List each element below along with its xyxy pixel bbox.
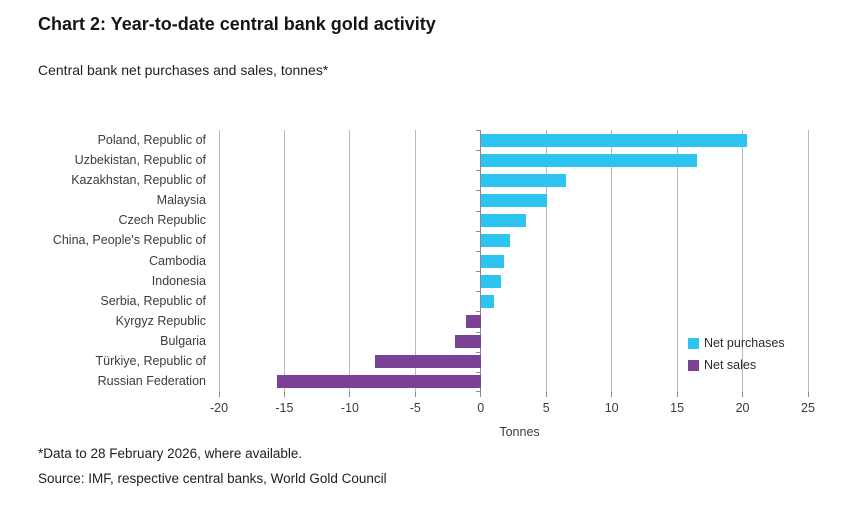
- bar-czech-republic: [481, 214, 526, 228]
- category-label: Russian Federation: [97, 374, 206, 389]
- category-label: Cambodia: [149, 253, 206, 268]
- bar-serbia-republic-of: [481, 294, 495, 308]
- category-label: China, People's Republic of: [52, 233, 206, 248]
- x-axis-tick: [480, 392, 482, 397]
- gridline--20: [218, 130, 220, 392]
- y-axis-tick: [476, 391, 481, 392]
- net-sales-swatch: [688, 359, 699, 371]
- category-label: Indonesia: [151, 273, 206, 288]
- y-axis-tick: [476, 230, 481, 232]
- chart-title: Chart 2: Year-to-date central bank gold …: [38, 14, 436, 34]
- net-purchases-swatch: [688, 337, 699, 349]
- x-axis-tick: [414, 392, 416, 397]
- x-axis-tick: [676, 392, 678, 397]
- x-tick-label: -20: [209, 401, 229, 415]
- net-sales-label: Net sales: [704, 358, 757, 372]
- x-axis-tick: [283, 392, 285, 397]
- category-label: Uzbekistan, Republic of: [74, 152, 206, 167]
- bar-kyrgyz-republic: [466, 314, 481, 328]
- footnote: *Data to 28 February 2026, where availab…: [38, 446, 303, 461]
- gridline-5: [545, 130, 547, 392]
- y-axis-tick: [476, 331, 481, 333]
- category-label: Malaysia: [156, 193, 206, 208]
- gridline-25: [807, 130, 809, 392]
- category-label: Kyrgyz Republic: [115, 313, 206, 328]
- category-label: Czech Republic: [118, 213, 206, 228]
- y-axis-tick: [476, 150, 481, 152]
- zero-axis-line: [480, 130, 482, 392]
- x-axis-tick: [349, 392, 351, 397]
- source-line: Source: IMF, respective central banks, W…: [38, 471, 387, 486]
- x-tick-label: -15: [275, 401, 294, 415]
- x-tick-label: 10: [604, 401, 619, 415]
- legend-item-net-sales: Net sales: [688, 358, 785, 372]
- bar-china-people-s-republic-of: [481, 234, 511, 248]
- gridline--15: [283, 130, 285, 392]
- legend: Net purchases Net sales: [688, 336, 785, 380]
- category-label: Poland, Republic of: [97, 132, 206, 147]
- y-axis-tick: [476, 130, 481, 131]
- x-axis-title: Tonnes: [499, 425, 540, 439]
- y-axis-tick: [476, 351, 481, 353]
- bar-cambodia: [481, 254, 504, 268]
- x-axis-tick: [742, 392, 744, 397]
- x-tick-label: 5: [542, 401, 550, 415]
- gridline-15: [676, 130, 678, 392]
- x-axis-tick: [218, 392, 220, 397]
- x-tick-label: 20: [735, 401, 750, 415]
- x-axis-tick: [545, 392, 547, 397]
- category-label: Serbia, Republic of: [100, 293, 206, 308]
- y-axis-tick: [476, 271, 481, 273]
- category-label: Bulgaria: [160, 334, 206, 349]
- plot-area: -20 -15 -10 -5 0 5 10 15 20 25: [210, 130, 820, 415]
- x-axis-tick: [807, 392, 809, 397]
- x-tick-label: -5: [409, 401, 421, 415]
- x-tick-label: -10: [340, 401, 359, 415]
- y-axis-tick: [476, 210, 481, 212]
- y-axis-tick: [476, 170, 481, 172]
- x-tick-label: 25: [801, 401, 815, 415]
- bar-uzbekistan-republic-of: [481, 153, 698, 167]
- category-label: Kazakhstan, Republic of: [71, 172, 206, 187]
- gridline-20: [742, 130, 744, 392]
- net-purchases-label: Net purchases: [704, 336, 785, 350]
- y-axis-tick: [476, 371, 481, 373]
- gridline--10: [349, 130, 351, 392]
- bar-malaysia: [481, 194, 547, 208]
- bar-bulgaria: [454, 335, 481, 349]
- bar-t-rkiye-republic-of: [374, 355, 481, 369]
- y-axis-tick: [476, 311, 481, 313]
- category-axis: Poland, Republic of Uzbekistan, Republic …: [28, 130, 206, 392]
- x-axis-tick: [611, 392, 613, 397]
- bar-russian-federation: [276, 375, 481, 389]
- x-tick-label: 15: [670, 401, 685, 415]
- bar-kazakhstan-republic-of: [481, 173, 567, 187]
- x-tick-label: 0: [477, 401, 485, 415]
- y-axis-tick: [476, 190, 481, 192]
- gridline-10: [611, 130, 613, 392]
- category-label: Türkiye, Republic of: [95, 354, 206, 369]
- y-axis-tick: [476, 291, 481, 293]
- gridline--5: [414, 130, 416, 392]
- legend-item-net-purchases: Net purchases: [688, 336, 785, 350]
- y-axis-tick: [476, 250, 481, 252]
- chart-subtitle: Central bank net purchases and sales, to…: [38, 62, 329, 78]
- bar-indonesia: [481, 274, 501, 288]
- bar-poland-republic-of: [481, 133, 747, 147]
